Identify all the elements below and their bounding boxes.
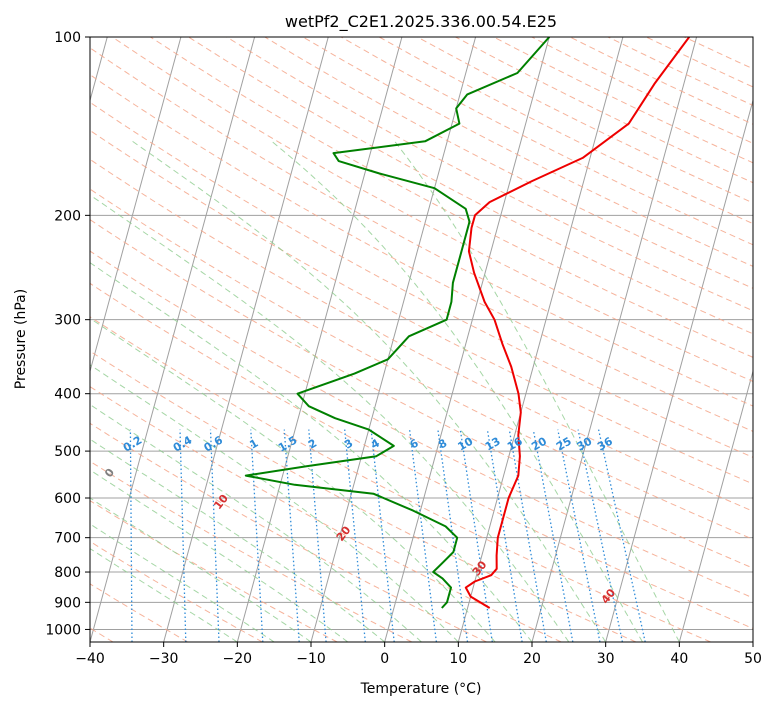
dry-adiabat <box>90 422 487 642</box>
moist-adiabat <box>271 140 643 642</box>
x-tick-label: 0 <box>380 651 389 667</box>
y-tick-label: 800 <box>54 565 81 581</box>
x-tick-label: 10 <box>449 651 467 667</box>
moist-adiabat <box>90 317 496 642</box>
y-tick-label: 900 <box>54 595 81 611</box>
isotherm-line <box>384 37 550 642</box>
chart-title: wetPf2_C2E1.2025.336.00.54.E25 <box>285 12 557 32</box>
moist-adiabat <box>90 194 570 642</box>
y-tick-label: 300 <box>54 313 81 329</box>
background-lines <box>90 37 753 642</box>
dry-adiabat <box>90 540 263 642</box>
dry-adiabat <box>90 583 188 642</box>
dry-adiabat <box>90 316 711 642</box>
mixing-ratio-line <box>577 429 624 642</box>
x-tick-label: −40 <box>75 651 105 667</box>
isotherm-line <box>90 37 182 374</box>
moist-adiabat <box>90 262 533 642</box>
dry-adiabat <box>90 460 413 642</box>
x-tick-label: 30 <box>597 651 615 667</box>
mixing-ratio-line <box>129 429 133 642</box>
y-axis-title: Pressure (hPa) <box>13 289 29 389</box>
dry-adiabat <box>264 37 753 289</box>
x-tick-label: −20 <box>223 651 253 667</box>
profile-series <box>244 37 691 609</box>
moist-adiabat <box>394 140 680 642</box>
mixing-ratio-line <box>532 429 574 642</box>
isotherm-line <box>531 37 698 642</box>
x-axis-title: Temperature (°C) <box>360 681 482 697</box>
mixing-ratio-line <box>557 429 601 642</box>
isotherm-line <box>678 369 753 642</box>
dry-adiabat <box>111 37 753 383</box>
dry-adiabat <box>150 37 753 358</box>
moist-adiabat <box>90 404 422 642</box>
dewpoint-profile <box>244 37 551 609</box>
temperature-profile <box>464 37 691 609</box>
moist-adiabat <box>132 140 607 642</box>
moist-adiabat <box>90 523 275 642</box>
plot-frame <box>89 36 754 643</box>
dry-adiabat <box>90 386 562 642</box>
moist-adiabat <box>90 438 386 642</box>
isotherm-line <box>236 37 403 642</box>
mixing-ratio-line <box>283 429 300 642</box>
y-tick-label: 700 <box>54 531 81 547</box>
isotherm-line <box>163 37 329 642</box>
y-tick-label: 100 <box>54 30 81 46</box>
x-tick-label: 50 <box>744 651 762 667</box>
axes: −40 −30 −20 −10 0 10 20 30 40 50 100 200 300 400 500 60… <box>45 30 762 667</box>
isotherm-line <box>605 98 753 642</box>
x-tick-label: −10 <box>296 651 326 667</box>
y-tick-label: 600 <box>54 491 81 507</box>
x-tick-label: −30 <box>149 651 179 667</box>
y-tick-label: 400 <box>54 387 81 403</box>
dry-adiabat <box>90 250 753 599</box>
isotherm-line <box>457 37 624 642</box>
dry-adiabat <box>90 188 753 540</box>
mixing-ratio-line <box>597 429 646 642</box>
moist-adiabat <box>90 364 459 642</box>
y-tick-label: 200 <box>54 208 81 224</box>
y-tick-label: 1000 <box>45 622 81 638</box>
mixing-ratio-line <box>250 429 264 642</box>
x-tick-label: 20 <box>523 651 541 667</box>
isotherm-line <box>90 37 256 642</box>
mixing-ratio-line <box>209 429 220 642</box>
x-tick-label: 40 <box>670 651 688 667</box>
moist-adiabat <box>90 548 238 642</box>
dry-adiabat <box>90 74 753 432</box>
y-tick-label: 500 <box>54 444 81 460</box>
mixing-ratio-line <box>179 429 187 642</box>
dry-adiabat <box>90 101 753 458</box>
dry-adiabat <box>90 219 753 569</box>
